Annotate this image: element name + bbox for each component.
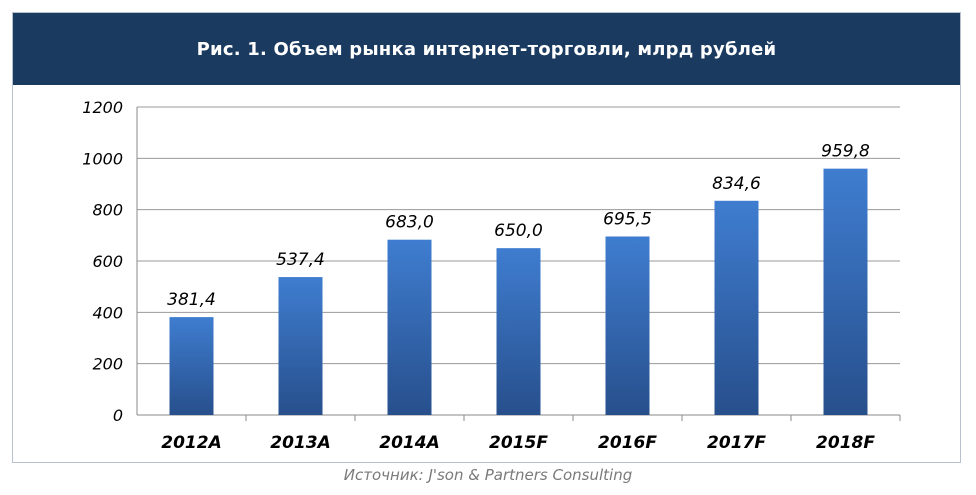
axes: 0 200 400 600 800 1000 1200 2012A 2013A 2014A 2015… [82,98,901,453]
x-tick-label: 2018F [816,433,875,453]
chart-title-bar: Рис. 1. Объем рынка интернет-торговли, м… [13,13,960,85]
y-tick-label: 1200 [82,98,123,117]
data-label: 959,8 [821,142,870,162]
bar [387,239,432,415]
data-label: 834,6 [712,174,761,194]
bar [278,277,323,415]
data-label: 695,5 [603,209,652,229]
y-tick-label: 800 [92,201,123,220]
x-tick-label: 2012A [161,433,221,453]
bar [823,168,868,415]
x-tick-label: 2015F [489,433,548,453]
data-label: 683,0 [385,213,434,233]
y-tick-label: 400 [92,303,123,322]
y-tick-label: 200 [92,355,123,374]
y-tick-label: 0 [113,406,123,425]
data-label: 650,0 [494,221,543,241]
x-tick-label: 2016F [598,433,657,453]
source-note: Источник: J'son & Partners Consulting [343,466,633,484]
bar [714,200,759,415]
bar [605,236,650,415]
y-tick-label: 600 [92,252,123,271]
bars [169,168,868,415]
bar [169,317,214,415]
x-tick-label: 2017F [707,433,766,453]
x-tick-label: 2014A [379,433,439,453]
data-label: 381,4 [167,290,216,310]
bar [496,248,541,415]
gridlines [137,106,900,365]
y-tick-label: 1000 [82,149,123,168]
data-labels: 381,4 537,4 683,0 650,0 695,5 834,6 959,8 [167,142,870,310]
x-tick-label: 2013A [270,433,330,453]
chart-title: Рис. 1. Объем рынка интернет-торговли, м… [196,38,777,60]
data-label: 537,4 [276,250,325,270]
